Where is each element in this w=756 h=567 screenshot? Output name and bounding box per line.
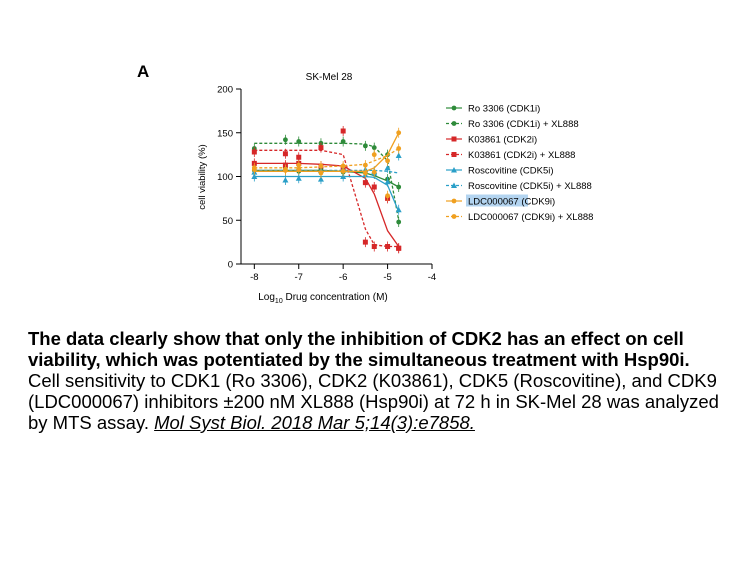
legend-entry: K03861 (CDK2i) + XL888 — [446, 150, 575, 161]
axes: 0 50 100 150 200 -8 -7 -6 -5 -4 — [217, 85, 436, 284]
y-axis-label: cell viability (%) — [197, 144, 208, 209]
data-point — [384, 164, 391, 171]
dose-response-chart: SK-Mel 28 0 50 100 150 200 -8 -7 -6 -5 -4 cell vi… — [197, 72, 593, 305]
series-fit-line — [254, 175, 400, 212]
legend-entry: Ro 3306 (CDK1i) + XL888 — [446, 119, 579, 130]
data-point — [296, 154, 302, 160]
data-point — [362, 162, 368, 168]
data-point — [395, 152, 402, 158]
legend-label: Ro 3306 (CDK1i) — [468, 104, 540, 115]
legend-label: Roscovitine (CDK5i) — [468, 166, 554, 177]
caption-body: Cell sensitivity to CDK1 (Ro 3306), CDK2… — [28, 370, 719, 433]
series-fit-line — [254, 149, 399, 248]
legend-marker — [451, 121, 457, 126]
legend-label: LDC000067 (CDK9i) + XL888 — [468, 212, 593, 223]
data-point — [340, 163, 346, 169]
x-axis-label: Log10 Drug concentration (M) — [258, 292, 388, 305]
data-point — [362, 239, 368, 245]
series-fit-line — [254, 142, 400, 221]
data-point — [340, 139, 346, 144]
data-point — [395, 206, 402, 213]
series-8 — [251, 143, 402, 175]
data-point — [384, 178, 391, 185]
data-point — [318, 170, 324, 176]
data-point — [318, 163, 324, 169]
y-tick-label: 50 — [222, 216, 233, 227]
data-point — [340, 168, 346, 174]
panel-label: A — [137, 62, 150, 81]
y-tick-label: 0 — [228, 260, 233, 271]
data-point — [385, 244, 391, 249]
legend-label: LDC000067 (CDK9i) — [468, 197, 555, 208]
legend-marker — [451, 152, 457, 157]
legend-label: K03861 (CDK2i) + XL888 — [468, 150, 575, 161]
data-point — [396, 245, 402, 251]
data-point — [396, 219, 402, 225]
x-tick-label: -4 — [428, 272, 436, 283]
legend-entry: LDC000067 (CDK9i) — [446, 194, 555, 208]
x-tick-label: -8 — [250, 272, 258, 283]
series-fit-line — [254, 147, 400, 169]
legend-marker — [451, 198, 457, 204]
data-point — [385, 158, 390, 164]
data-point — [340, 128, 346, 134]
caption-reference-link[interactable]: Mol Syst Biol. 2018 Mar 5;14(3):e7858. — [154, 412, 475, 433]
legend-marker — [451, 214, 457, 219]
series-3 — [251, 158, 402, 254]
figure-caption: The data clearly show that only the inhi… — [28, 328, 743, 433]
data-point — [396, 130, 402, 136]
legend-label: K03861 (CDK2i) — [468, 135, 537, 146]
legend-label: Ro 3306 (CDK1i) + XL888 — [468, 119, 579, 130]
data-point — [251, 165, 257, 171]
data-point — [296, 162, 302, 168]
data-point — [371, 169, 377, 175]
data-point — [295, 175, 302, 181]
legend-marker — [451, 105, 457, 111]
x-tick-label: -7 — [295, 272, 303, 283]
legend-marker — [451, 167, 457, 173]
data-point — [362, 170, 368, 176]
data-point — [317, 176, 324, 182]
caption-summary: The data clearly show that only the inhi… — [28, 328, 690, 370]
x-tick-label: -5 — [383, 272, 391, 283]
y-tick-label: 100 — [217, 172, 233, 183]
data-point — [396, 184, 402, 190]
data-point — [371, 152, 377, 158]
data-point — [371, 145, 377, 151]
legend-marker — [451, 136, 457, 142]
data-point — [283, 167, 288, 172]
legend-entry: LDC000067 (CDK9i) + XL888 — [446, 212, 593, 223]
series-fit-line — [254, 132, 400, 172]
x-tick-label: -6 — [339, 272, 347, 283]
legend-entry: K03861 (CDK2i) — [446, 135, 537, 146]
data-point — [371, 244, 377, 249]
legend: Ro 3306 (CDK1i) Ro 3306 (CDK1i) + XL888 K0… — [446, 104, 593, 223]
data-point — [296, 139, 302, 144]
legend-label: Roscovitine (CDK5i) + XL888 — [468, 181, 592, 192]
legend-entry: Roscovitine (CDK5i) + XL888 — [446, 181, 592, 192]
data-point — [371, 184, 377, 190]
y-tick-label: 200 — [217, 85, 233, 96]
data-point — [318, 145, 324, 151]
data-point — [362, 143, 368, 149]
series-fit-line — [254, 169, 399, 174]
data-point — [251, 149, 257, 155]
data-point — [362, 180, 368, 186]
legend-marker — [451, 182, 457, 188]
data-point — [282, 177, 289, 183]
data-point — [282, 151, 288, 157]
legend-entry: Roscovitine (CDK5i) — [446, 166, 554, 177]
series-2 — [251, 134, 402, 227]
legend-highlight — [466, 194, 528, 207]
series-layer — [251, 126, 402, 254]
data-point — [396, 146, 402, 151]
data-point — [283, 137, 288, 143]
series-4 — [251, 126, 402, 254]
chart-title: SK-Mel 28 — [306, 72, 353, 83]
y-tick-label: 150 — [217, 128, 233, 139]
legend-entry: Ro 3306 (CDK1i) — [446, 104, 540, 115]
data-point — [385, 193, 390, 199]
